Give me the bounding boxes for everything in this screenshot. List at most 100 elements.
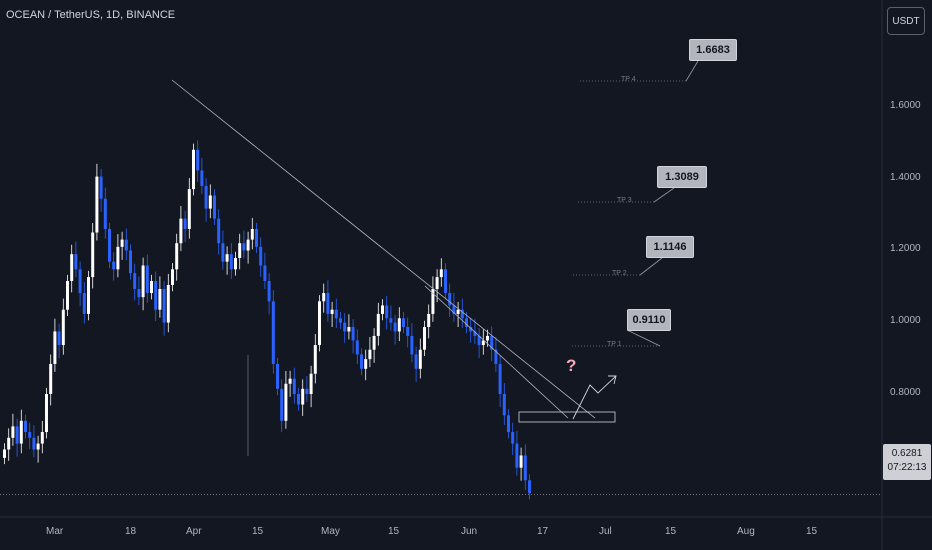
candle-body [515,443,519,468]
candle-body [145,265,149,294]
candle-body [15,426,19,444]
candle-body [242,243,246,251]
candle-body [141,265,145,298]
candle-body [360,354,363,369]
x-tick-label: Mar [46,526,64,537]
tp4-target-label[interactable]: 1.6683 [689,39,737,61]
candle-body [334,309,338,319]
x-tick-label: 15 [388,526,400,537]
candle-body [91,232,95,278]
candle-body [528,480,531,494]
candle-body [494,349,498,364]
candle-body [330,309,334,314]
candle-body [61,309,65,346]
candle-body [108,229,111,262]
candle-body [347,326,351,332]
tp4-line-label: TP 4 [621,76,636,83]
candle-body [507,415,510,433]
tp1-target-label[interactable]: 0.9110 [627,309,671,331]
candle-body [150,281,153,294]
candle-body [297,394,300,405]
candle-body [414,354,418,369]
candle-body [423,326,426,350]
candle-body [192,149,195,190]
candle-body [393,322,397,332]
candle-body [444,269,447,294]
candle-body [40,432,44,444]
candle-body [418,349,422,369]
tp3-target-label[interactable]: 1.3089 [657,166,707,188]
candle-body [82,293,86,314]
candle-body [53,331,57,364]
tp2-line-label: TP 2 [612,270,627,277]
candle-body [116,246,120,270]
support-trendline [424,285,569,419]
candle-body [208,195,212,209]
breakout-zone-rect [518,411,616,423]
candle-body [490,335,494,350]
bar-countdown: 07:22:13 [887,462,927,473]
candle-body [473,331,477,336]
x-tick-label: Jul [599,526,612,537]
candle-body [171,269,174,285]
tp3-leader-line [653,187,675,203]
candle-body [460,309,464,319]
x-tick-label: May [321,526,340,537]
candle-body [74,254,78,270]
symbol-title[interactable]: OCEAN / TetherUS, 1D, BINANCE [6,9,176,21]
candle-body [11,426,15,438]
candle-body [225,254,229,262]
candle-body [246,239,250,251]
candle-body [267,281,271,302]
candle-body [213,195,216,219]
question-annotation: ? [566,356,577,375]
candle-body [166,284,170,323]
y-tick-label: 1.6000 [890,100,921,111]
candle-body [376,313,380,336]
candle-body [427,313,431,327]
candle-body [313,345,317,374]
candle-body [318,301,321,346]
candle-body [24,420,27,433]
candle-body [301,388,305,405]
candle-body [255,229,258,247]
candle-body [435,277,439,290]
candle-body [410,335,414,355]
current-price-label: 0.6281 07:22:13 [883,444,931,480]
candle-body [477,335,481,346]
candle-body [154,281,158,310]
candle-body [389,318,393,323]
descending-trendline [171,79,596,419]
tp2-target-label[interactable]: 1.1146 [646,236,694,258]
candle-body [322,293,326,302]
candle-body [523,455,527,481]
candle-body [263,265,267,282]
tp1-line-label: TP 1 [607,341,622,348]
candle-body [406,326,410,336]
y-tick-label: 1.4000 [890,172,921,183]
candle-body [183,218,187,230]
candle-body [238,243,242,258]
candle-body [465,318,468,327]
tp1-leader-line [626,329,661,347]
candle-body [397,318,401,332]
candle-body [280,388,284,421]
candle-body [57,331,61,346]
y-tick-label: 1.2000 [890,243,921,254]
candle-body [385,305,389,319]
candle-body [284,383,288,421]
candle-body [32,437,36,450]
candle-body [498,363,502,394]
candle-body [196,149,200,171]
candle-body [381,305,384,314]
candle-body [502,394,506,416]
candle-body [70,254,74,282]
candle-body [129,250,132,274]
candle-body [519,455,523,468]
candle-body [288,378,292,384]
currency-button[interactable]: USDT [887,7,925,35]
candle-body [221,243,225,262]
x-tick-label: Aug [737,526,755,537]
candle-body [3,449,6,458]
